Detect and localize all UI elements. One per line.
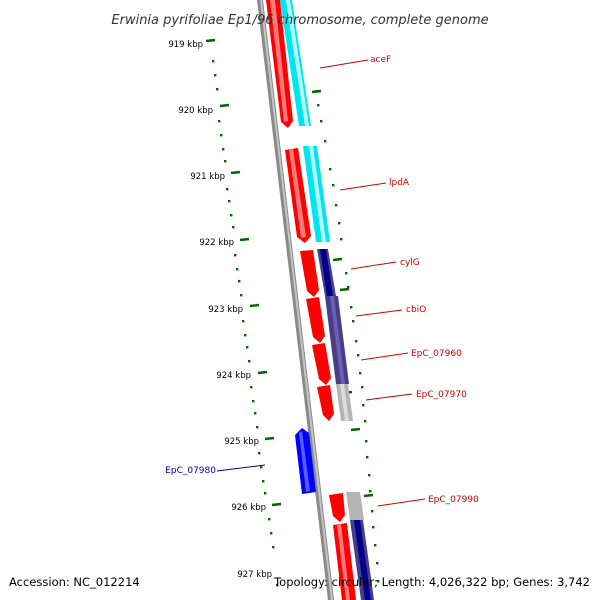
scale-label-924: 924 kbp	[216, 371, 251, 381]
gene-label-cylg[interactable]: cylG	[400, 258, 420, 268]
gene-arrow-epc07980[interactable]	[295, 428, 316, 494]
map-title: Erwinia pyrifoliae Ep1/96 chromosome, co…	[111, 13, 488, 28]
scale-label-922: 922 kbp	[199, 238, 234, 248]
gene-arrows	[266, 0, 356, 600]
gene-arrow-acef[interactable]	[266, 0, 293, 128]
gene-label-acef[interactable]: aceF	[370, 55, 391, 65]
cds-track	[280, 0, 374, 600]
scale-label-919: 919 kbp	[168, 40, 203, 50]
gene-arrow-lpda[interactable]	[285, 148, 311, 243]
scale-label-920: 920 kbp	[178, 106, 213, 116]
backbone	[257, 0, 334, 600]
scale-label-921: 921 kbp	[190, 172, 225, 182]
gene-label-lpda[interactable]: lpdA	[389, 178, 410, 188]
gene-label-cbio[interactable]: cbiO	[406, 305, 426, 315]
scale-label-927: 927 kbp	[237, 570, 272, 580]
scale-labels: 919 kbp 920 kbp 921 kbp 922 kbp 923 kbp …	[168, 40, 272, 580]
scale-label-923: 923 kbp	[208, 305, 243, 315]
scale-label-925: 925 kbp	[224, 437, 259, 447]
gene-arrow-epc07960[interactable]	[312, 343, 331, 385]
gene-leaders	[216, 59, 426, 507]
gene-label-epc07970[interactable]: EpC_07970	[416, 390, 467, 400]
gene-labels: aceF lpdA cylG cbiO EpC_07960 EpC_07970 …	[165, 55, 479, 505]
scale-tick-dots	[212, 60, 380, 587]
gene-arrow-cylg[interactable]	[300, 250, 319, 297]
gene-label-epc07990[interactable]: EpC_07990	[428, 495, 479, 505]
gene-label-epc07980[interactable]: EpC_07980	[165, 466, 216, 476]
topology-label: Topology: circular; Length: 4,026,322 bp…	[273, 575, 590, 589]
gene-arrow-epc07970[interactable]	[317, 385, 334, 421]
gene-arrow-cbio[interactable]	[306, 297, 325, 343]
gene-label-epc07960[interactable]: EpC_07960	[411, 349, 462, 359]
accession-label: Accession: NC_012214	[9, 575, 140, 589]
scale-major-ticks	[205, 38, 374, 507]
gene-arrow-unnamed	[333, 523, 356, 600]
gene-arrow-epc07990[interactable]	[329, 493, 345, 522]
scale-label-926: 926 kbp	[231, 503, 266, 513]
